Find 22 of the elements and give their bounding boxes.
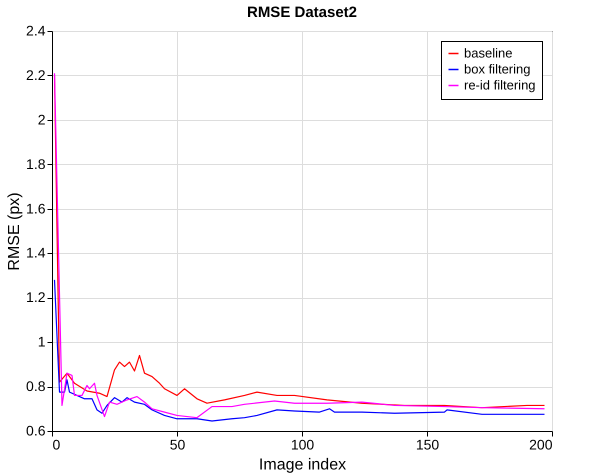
legend-label: re-id filtering (464, 78, 536, 92)
x-tick-label: 100 (290, 436, 314, 452)
legend-label: baseline (464, 46, 512, 60)
legend-label: box filtering (464, 62, 530, 76)
y-tick-label: 1.4 (26, 244, 46, 261)
line-series (54, 279, 546, 422)
y-tick-label: 2 (38, 111, 46, 128)
chart-title: RMSE Dataset2 (246, 4, 358, 21)
y-tick-label: 1 (38, 334, 46, 350)
x-axis-title: Image index (258, 456, 346, 473)
y-tick-label: 1.8 (26, 156, 46, 172)
y-tick-label: 2.4 (26, 22, 46, 38)
x-tick-label: 200 (529, 436, 553, 452)
y-tick-label: 0.6 (26, 422, 46, 438)
x-tick-label: 50 (170, 436, 186, 452)
y-tick-label: 1.6 (26, 200, 46, 216)
y-tick-label: 1.2 (26, 289, 46, 306)
x-tick-label: 150 (416, 436, 440, 452)
y-tick-label: 2.2 (26, 66, 46, 83)
y-tick-label: 0.8 (26, 378, 46, 394)
x-tick-label: 0 (52, 436, 60, 452)
y-axis-title: RMSE (px) (6, 192, 24, 271)
